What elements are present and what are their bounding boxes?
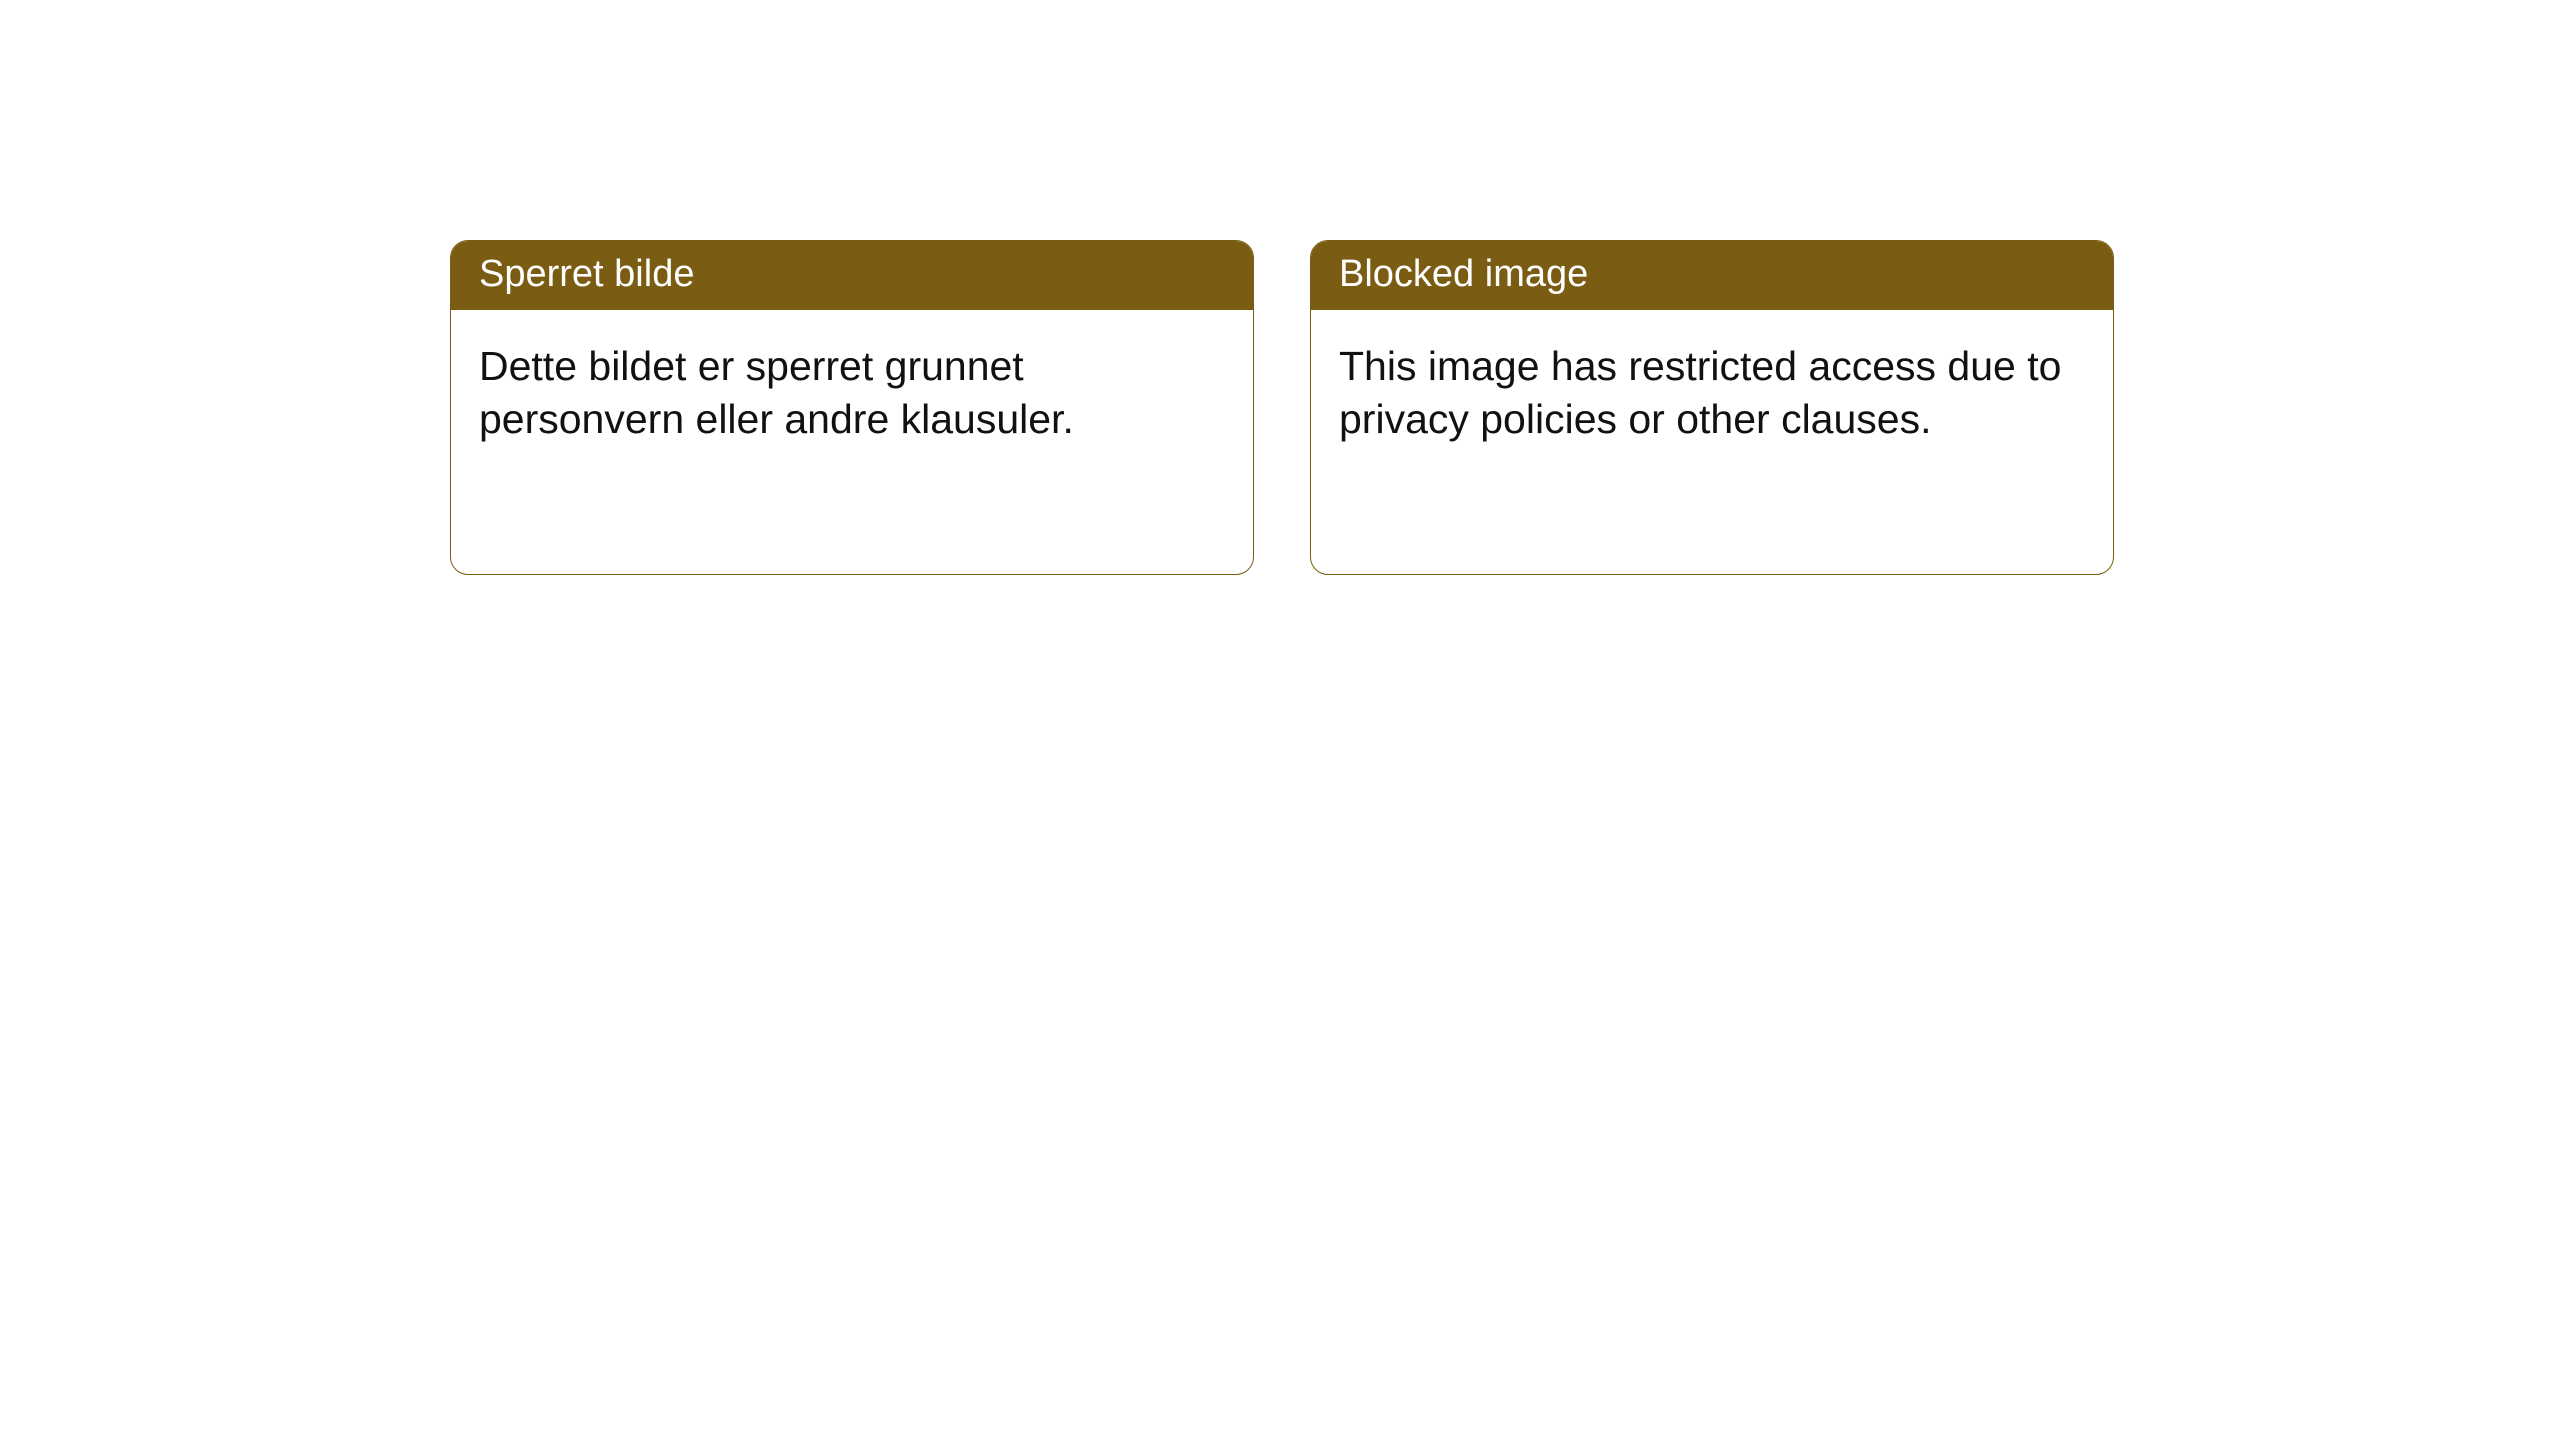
notice-body-text: This image has restricted access due to … (1311, 310, 2113, 475)
notice-card-english: Blocked image This image has restricted … (1310, 240, 2114, 575)
notice-body-text: Dette bildet er sperret grunnet personve… (451, 310, 1253, 475)
notice-cards-container: Sperret bilde Dette bildet er sperret gr… (450, 240, 2114, 575)
notice-card-norwegian: Sperret bilde Dette bildet er sperret gr… (450, 240, 1254, 575)
notice-title: Sperret bilde (451, 241, 1253, 310)
notice-title: Blocked image (1311, 241, 2113, 310)
